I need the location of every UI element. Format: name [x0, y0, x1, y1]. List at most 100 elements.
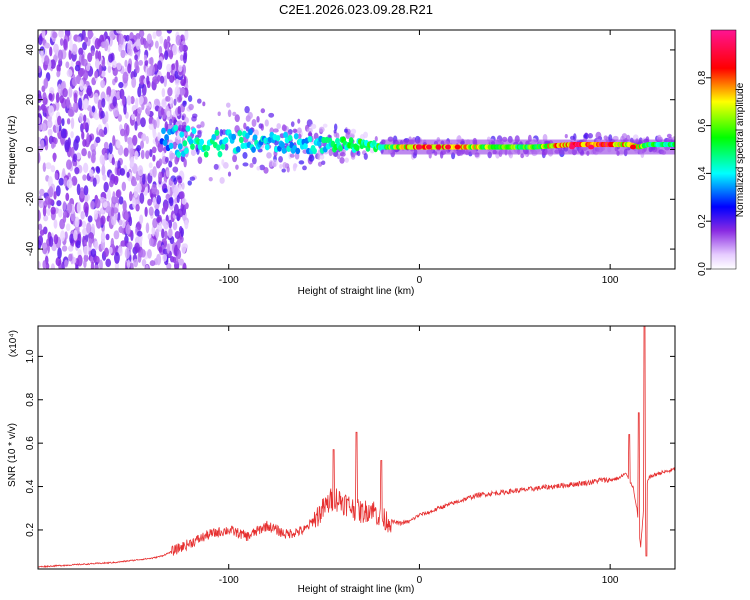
- spectrogram-noise-blob: [51, 141, 55, 149]
- spectrogram-noise-blob: [106, 188, 111, 201]
- spectrogram-noise-blob: [177, 249, 182, 260]
- spectrogram-noise-blob: [143, 54, 148, 62]
- spectrogram-noise-blob: [164, 203, 168, 212]
- spectrogram-noise-blob: [55, 256, 62, 267]
- spectrogram-ridge-blob: [214, 129, 220, 136]
- spectrogram-noise-blob: [101, 97, 106, 108]
- spectrogram-noise-blob: [109, 180, 114, 188]
- spectrogram-noise-blob: [151, 225, 156, 237]
- spectrogram-noise-blob: [90, 223, 95, 236]
- spectrogram-noise-blob: [145, 135, 149, 145]
- colorbar-tick-label: 0.6: [697, 118, 708, 132]
- spectrogram-noise-blob: [94, 240, 99, 251]
- spectrogram-noise-blob: [75, 240, 81, 249]
- spectrogram-noise-blob: [172, 256, 176, 264]
- spectrogram-noise-blob: [102, 174, 107, 181]
- spectrogram-noise-blob: [55, 185, 61, 197]
- spectrogram-noise-blob: [153, 119, 157, 130]
- spectrogram-halo-blob: [297, 133, 302, 139]
- spectrogram-noise-blob: [38, 105, 42, 112]
- spectrogram-noise-blob: [111, 60, 117, 69]
- spectrogram-noise-blob: [81, 58, 88, 67]
- spectrogram-y-tick-label: 0: [25, 146, 36, 152]
- spectrogram-noise-blob: [169, 74, 175, 83]
- spectrogram-noise-blob: [76, 36, 82, 43]
- spectrogram-noise-blob: [178, 184, 182, 194]
- spectrogram-noise-blob: [154, 208, 160, 217]
- spectrogram-noise-blob: [112, 96, 117, 107]
- spectrogram-halo-blob: [190, 149, 196, 157]
- spectrogram-noise-blob: [165, 169, 170, 178]
- spectrogram-halo-blob: [333, 123, 338, 131]
- spectrogram-noise-blob: [156, 74, 161, 82]
- spectrogram-noise-blob: [71, 175, 78, 186]
- spectrogram-noise-blob: [166, 262, 172, 269]
- spectrogram-halo-blob: [244, 105, 250, 114]
- spectrogram-halo-blob: [219, 129, 223, 137]
- spectrogram-noise-blob: [132, 197, 136, 209]
- spectrogram-noise-blob: [60, 230, 66, 242]
- spectrogram-noise-blob: [165, 193, 171, 200]
- spectrogram-noise-blob: [101, 164, 106, 177]
- spectrogram-halo-blob: [164, 156, 169, 163]
- spectrogram-noise-blob: [139, 176, 143, 186]
- spectrogram-noise-blob: [149, 149, 153, 158]
- spectrogram-halo-blob: [234, 114, 240, 123]
- spectrogram-ridge-blob: [205, 144, 211, 152]
- spectrogram-noise-blob: [49, 46, 53, 57]
- spectrogram-noise-blob: [117, 160, 121, 169]
- spectrogram-noise-blob: [53, 219, 58, 229]
- spectrogram-noise-blob: [158, 246, 163, 253]
- spectrogram-x-ticks: -100 0 100: [219, 30, 619, 286]
- spectrogram-halo-blob: [520, 153, 525, 159]
- spectrogram-noise-blob: [81, 148, 87, 157]
- spectrogram-noise-blob: [105, 258, 112, 268]
- spectrogram-noise-blob: [64, 259, 69, 268]
- spectrogram-noise-blob: [82, 139, 87, 147]
- spectrogram-halo-blob: [242, 162, 249, 167]
- spectrogram-noise-blob: [59, 38, 64, 46]
- spectrogram-noise-blob: [108, 151, 113, 163]
- spectrogram-y-tick-label: 40: [25, 44, 36, 56]
- spectrogram-noise-blob: [146, 33, 153, 44]
- spectrogram-noise-blob: [84, 98, 89, 109]
- spectrogram-noise-blob: [40, 122, 47, 132]
- spectrogram-noise-blob: [130, 96, 135, 104]
- spectrogram-noise-blob: [131, 113, 136, 121]
- spectrogram-halo-blob: [225, 102, 231, 108]
- spectrogram-noise-blob: [127, 63, 132, 74]
- spectrogram-noise-blob: [124, 247, 130, 259]
- spectrogram-noise-blob: [65, 192, 70, 202]
- spectrogram-noise-blob: [116, 62, 122, 71]
- spectrogram-ridge-blob: [348, 137, 354, 144]
- spectrogram-noise-blob: [38, 151, 41, 164]
- spectrogram-noise-blob: [145, 105, 151, 117]
- spectrogram-noise-blob: [92, 177, 97, 187]
- spectrogram-noise-blob: [129, 156, 135, 168]
- spectrogram-noise-blob: [166, 70, 171, 80]
- spectrogram-noise-blob: [134, 120, 138, 131]
- spectrogram-halo-blob: [259, 164, 266, 171]
- spectrogram-noise-blob: [167, 87, 173, 97]
- spectrogram-halo-blob: [290, 121, 295, 128]
- spectrogram-halo-blob: [260, 108, 266, 114]
- spectrogram-noise-blob: [70, 131, 74, 139]
- spectrogram-noise-blob: [68, 253, 73, 262]
- spectrogram-noise-blob: [70, 117, 75, 130]
- spectrogram-noise-blob: [54, 172, 59, 180]
- spectrogram-noise-blob: [48, 105, 55, 117]
- spectrogram-noise-blob: [137, 86, 142, 98]
- spectrogram-noise-blob: [179, 54, 184, 61]
- spectrogram-peak-blob: [569, 144, 576, 150]
- colorbar-tick-label: 0.0: [697, 262, 708, 276]
- spectrogram-y-tick-label: -40: [25, 241, 36, 256]
- spectrogram-noise-blob: [174, 70, 179, 79]
- spectrogram-noise-blob: [62, 168, 66, 178]
- spectrogram-noise-blob: [45, 262, 50, 269]
- spectrogram-noise-blob: [83, 185, 89, 196]
- spectrogram-peak-blob: [425, 144, 432, 150]
- spectrogram-noise-blob: [148, 162, 153, 169]
- spectrogram-ridge-blob: [162, 139, 168, 146]
- spectrogram-noise-blob: [68, 49, 72, 61]
- spectrogram-noise-blob: [74, 216, 80, 228]
